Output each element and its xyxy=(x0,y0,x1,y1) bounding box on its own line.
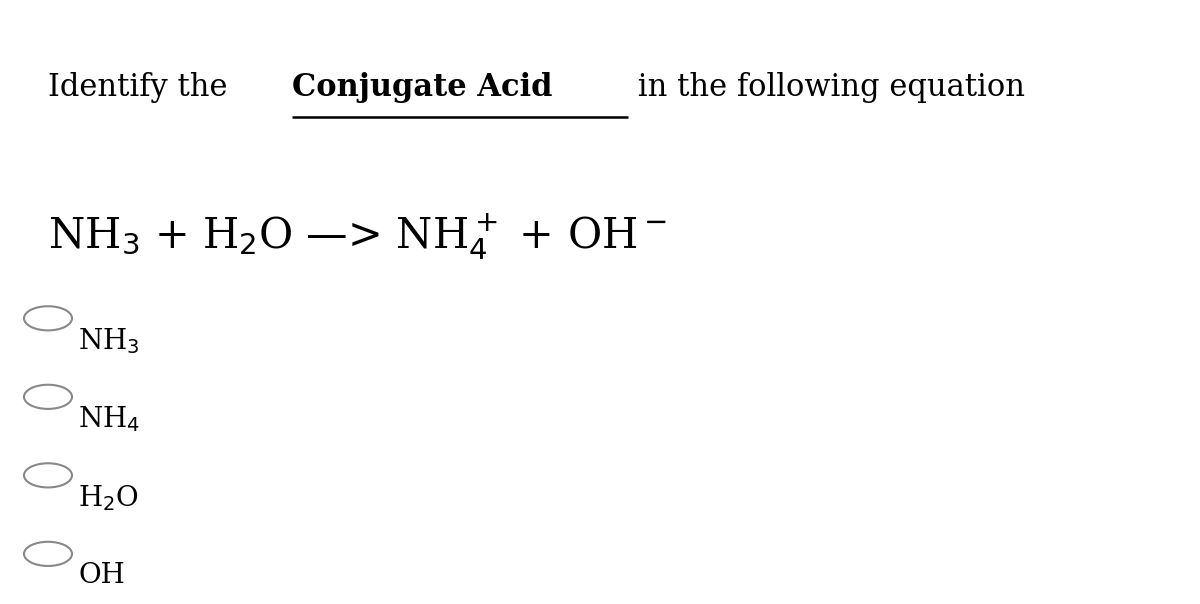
Text: Identify the: Identify the xyxy=(48,72,238,103)
Text: NH$_3$ + H$_2$O —> NH$_4^+$ + OH$^-$: NH$_3$ + H$_2$O —> NH$_4^+$ + OH$^-$ xyxy=(48,211,667,262)
Text: in the following equation: in the following equation xyxy=(629,72,1025,103)
Text: Conjugate Acid: Conjugate Acid xyxy=(292,72,553,103)
Text: NH$_4$: NH$_4$ xyxy=(78,405,140,434)
Text: OH: OH xyxy=(78,562,125,589)
Text: H$_2$O: H$_2$O xyxy=(78,483,139,513)
Text: NH$_3$: NH$_3$ xyxy=(78,326,139,356)
